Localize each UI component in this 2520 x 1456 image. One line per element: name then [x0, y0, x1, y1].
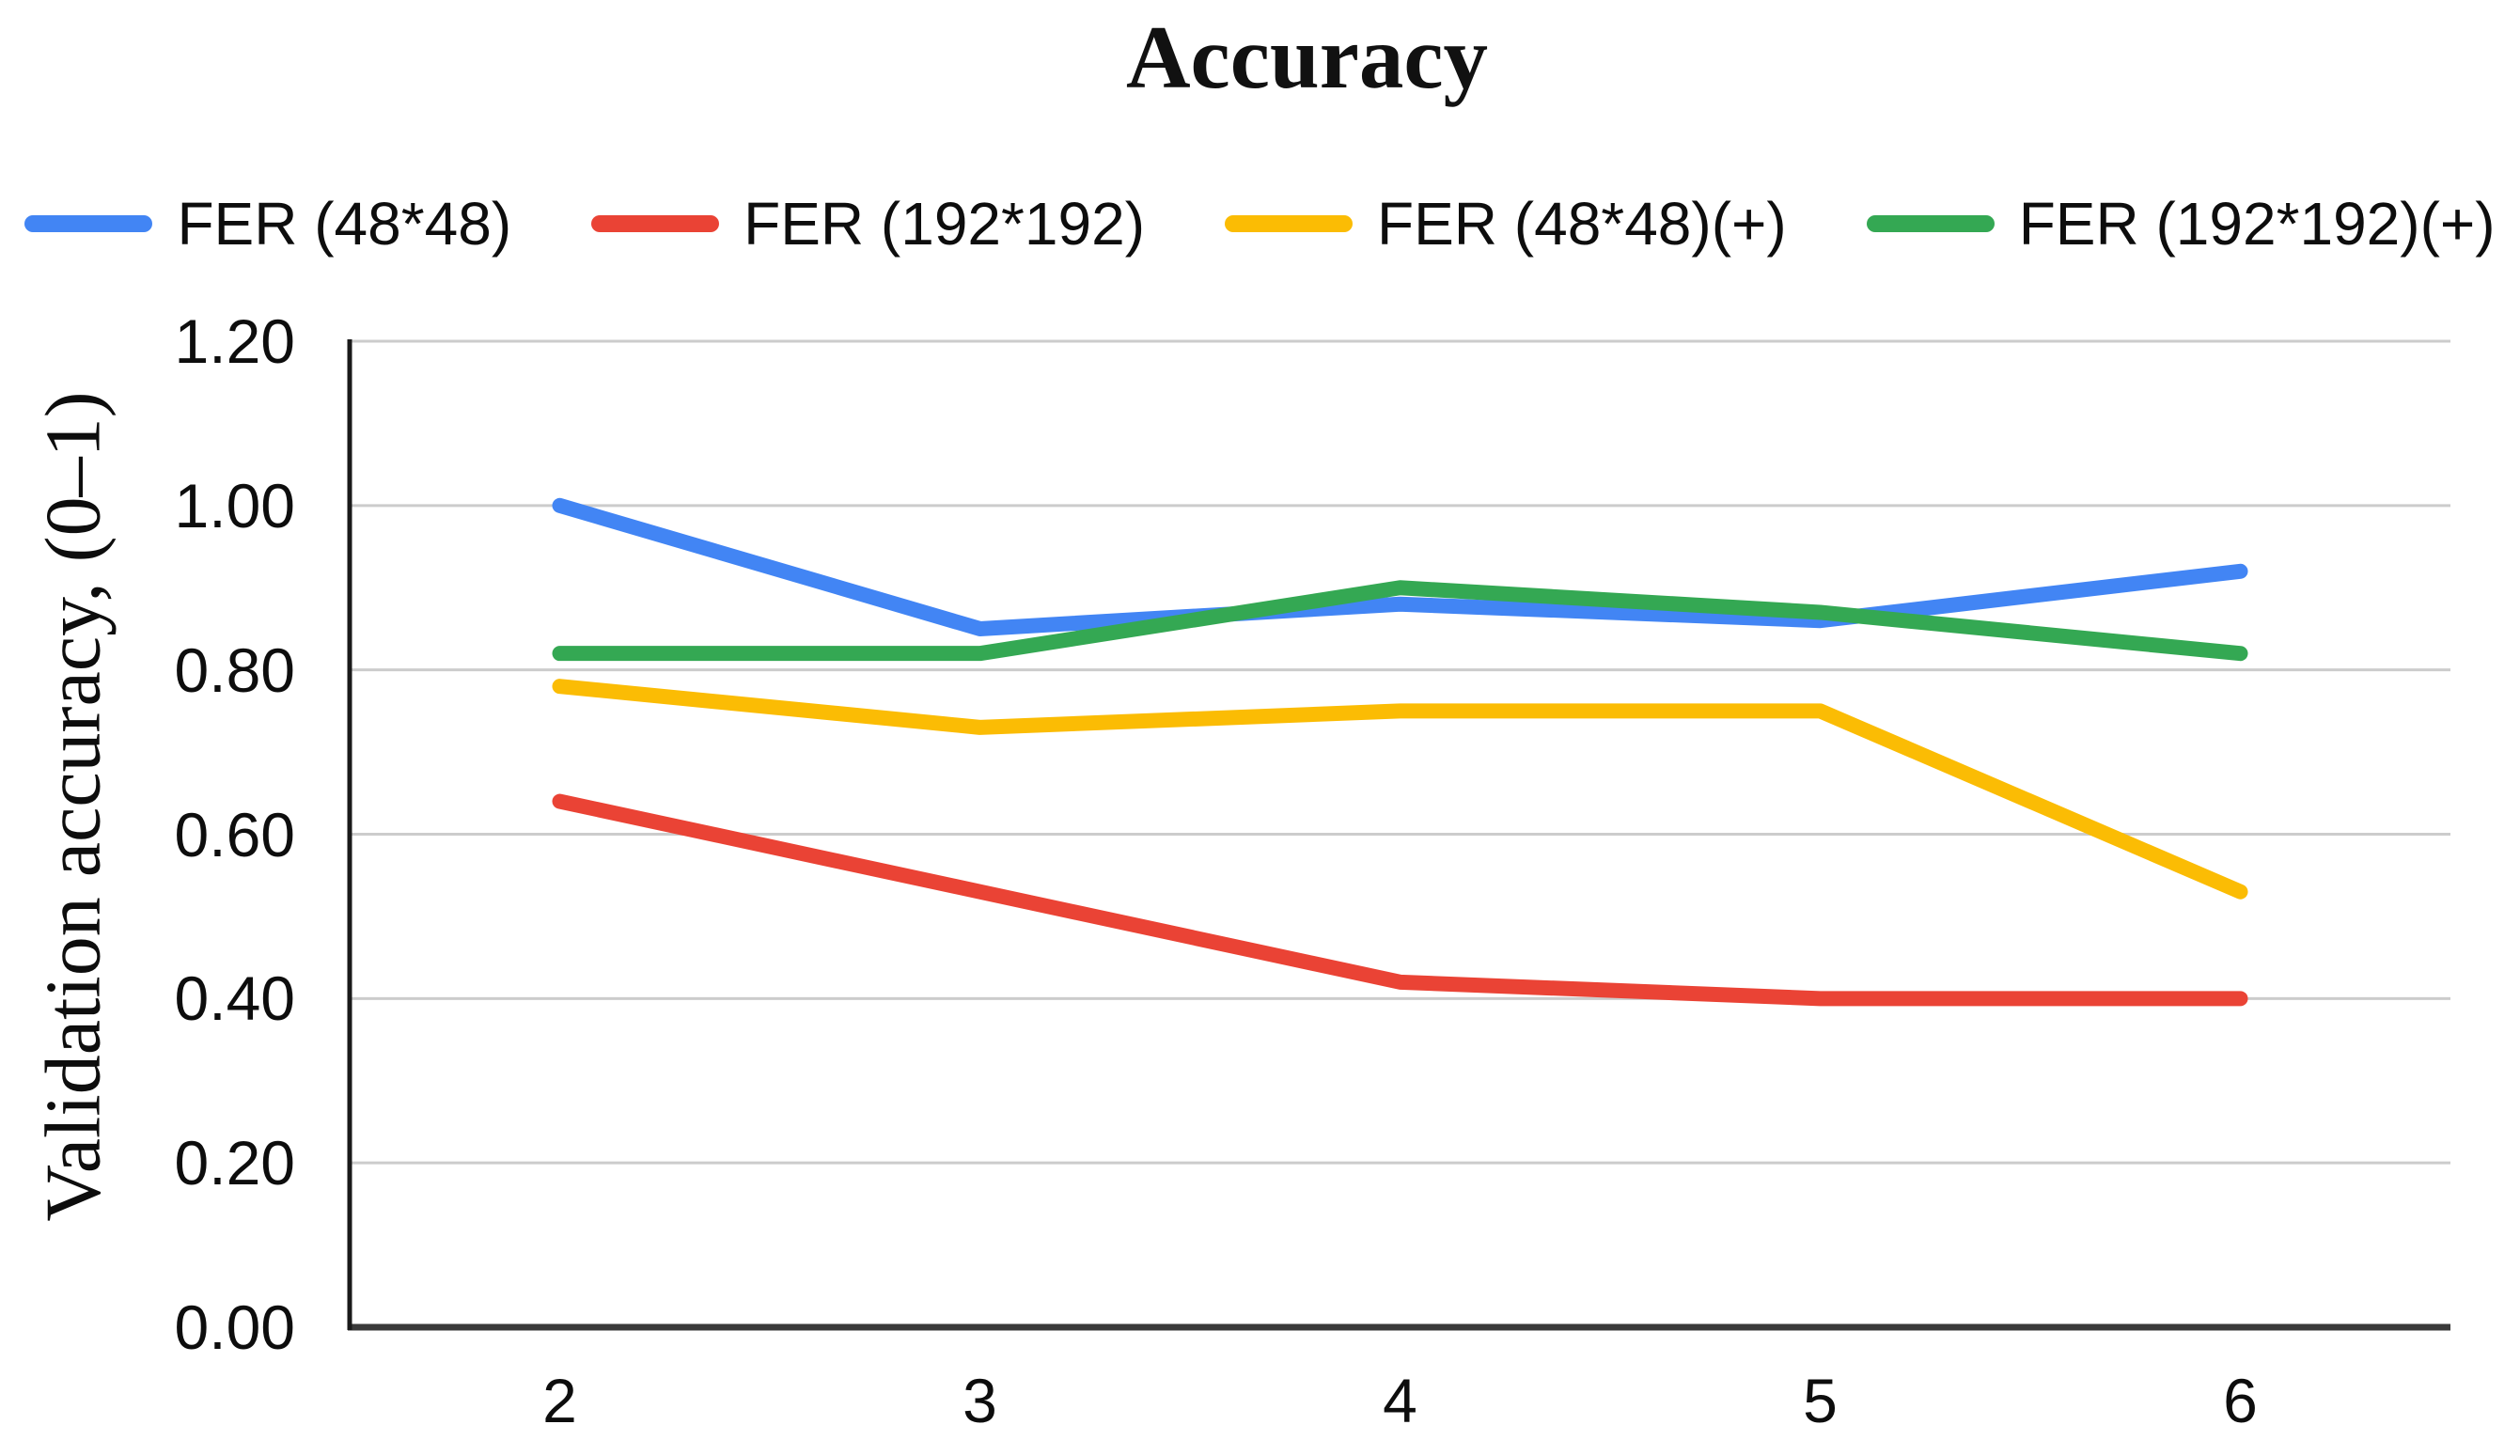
y-tick-label: 0.40 [174, 963, 295, 1034]
legend-item-fer-192x192-plus: FER (192*192)(+) [1866, 190, 2496, 258]
legend-swatch-red [591, 215, 720, 232]
series-line-fer-192-192- [552, 580, 2248, 662]
legend-label: FER (192*192) [743, 190, 1145, 258]
chart-legend: FER (48*48) FER (192*192) FER (48*48)(+)… [0, 172, 2520, 275]
series-line-fer-48-48- [552, 679, 2248, 900]
series-line-fer-48-48- [552, 497, 2248, 636]
legend-label: FER (48*48) [177, 190, 512, 258]
x-tick-label: 3 [963, 1366, 997, 1435]
x-tick-label: 6 [2223, 1366, 2258, 1435]
x-tick-label: 5 [1803, 1366, 1838, 1435]
legend-swatch-green [1866, 215, 1995, 232]
legend-label: FER (192*192)(+) [2018, 190, 2496, 258]
y-tick-label: 0.00 [174, 1292, 295, 1362]
y-tick-label: 1.00 [174, 470, 295, 540]
x-tick-label: 2 [542, 1366, 577, 1435]
y-tick-label: 1.20 [174, 306, 295, 376]
series-line-fer-192-192- [552, 793, 2248, 1007]
y-tick-label: 0.60 [174, 799, 295, 869]
legend-item-fer-48x48: FER (48*48) [24, 190, 511, 258]
x-tick-label: 4 [1383, 1366, 1417, 1435]
chart-title: Accuracy [1125, 8, 1489, 107]
legend-item-fer-48x48-plus: FER (48*48)(+) [1225, 190, 1787, 258]
y-tick-label: 0.80 [174, 634, 295, 705]
legend-label: FER (48*48)(+) [1377, 190, 1787, 258]
legend-item-fer-192x192: FER (192*192) [591, 190, 1145, 258]
legend-swatch-blue [24, 215, 153, 232]
legend-swatch-yellow [1225, 215, 1353, 232]
y-tick-label: 0.20 [174, 1128, 295, 1198]
